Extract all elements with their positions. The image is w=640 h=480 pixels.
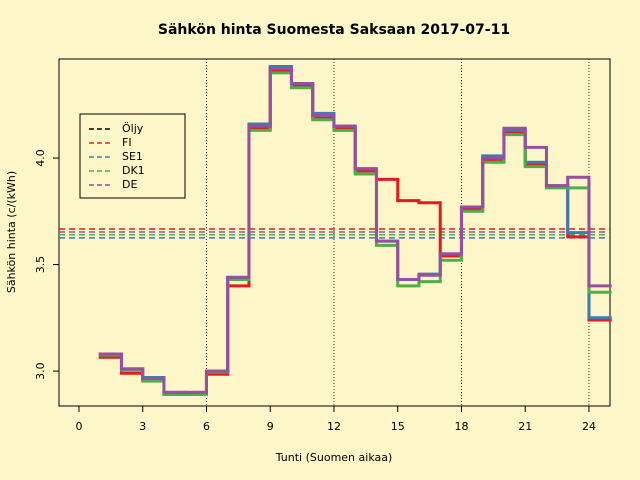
y-tick-label: 3.5 (34, 256, 47, 274)
legend-label: SE1 (122, 150, 143, 163)
x-axis-label: Tunti (Suomen aikaa) (275, 451, 393, 464)
x-tick-label: 18 (454, 420, 468, 433)
x-tick-label: 9 (267, 420, 274, 433)
legend-label: DK1 (122, 164, 145, 177)
y-axis-label: Sähkön hinta (c/(kWh) (5, 171, 18, 293)
x-tick-label: 24 (582, 420, 596, 433)
x-tick-label: 6 (203, 420, 210, 433)
y-tick-label: 4.0 (34, 149, 47, 167)
x-tick-label: 0 (75, 420, 82, 433)
legend-label: FI (122, 136, 132, 149)
legend-box (79, 113, 186, 199)
y-tick-label: 3.0 (34, 362, 47, 380)
legend-label: Öljy (122, 122, 144, 135)
x-tick-label: 15 (391, 420, 405, 433)
x-tick-label: 21 (518, 420, 532, 433)
x-tick-label: 12 (327, 420, 341, 433)
chart-title: Sähkön hinta Suomesta Saksaan 2017-07-11 (158, 22, 510, 38)
legend-label: DE (122, 178, 137, 191)
x-tick-label: 3 (139, 420, 146, 433)
